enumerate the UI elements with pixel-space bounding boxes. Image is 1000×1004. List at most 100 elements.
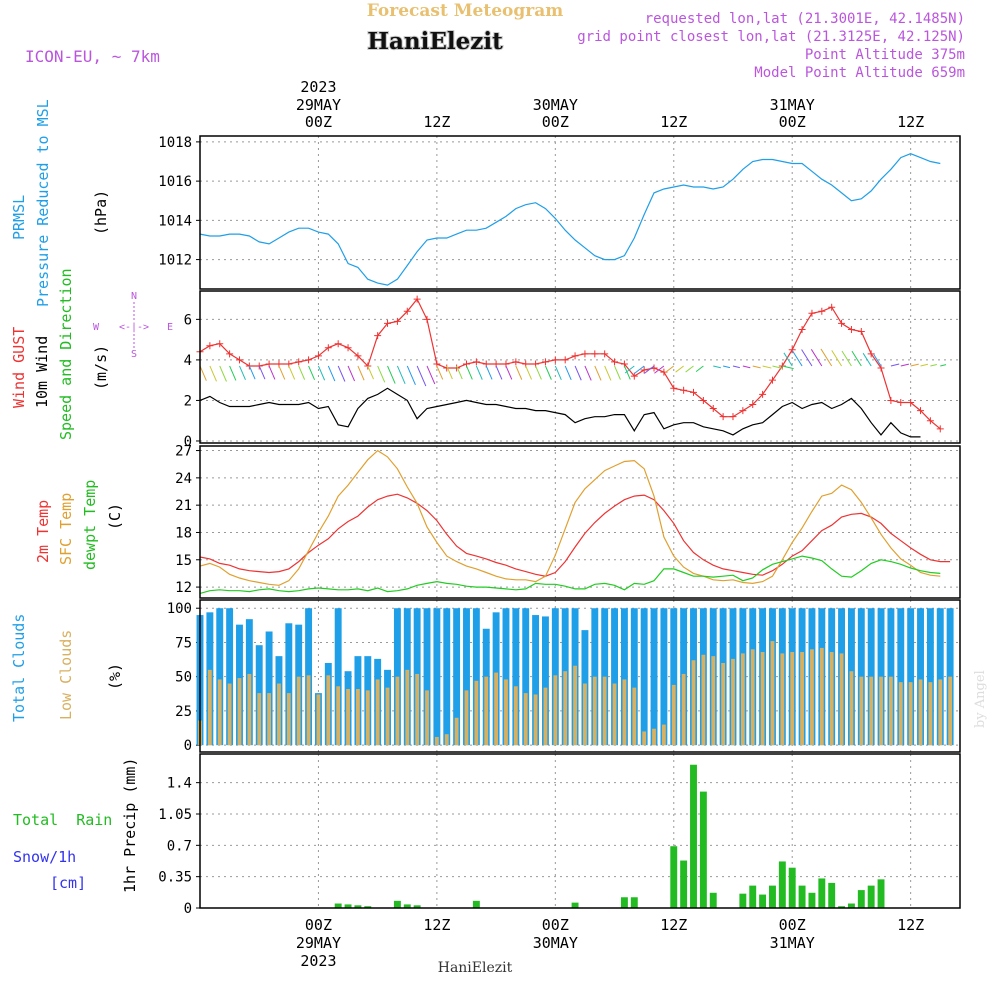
wind-direction-arrow (654, 365, 665, 374)
bar-total-rain (403, 904, 411, 908)
bar-low-clouds (434, 736, 439, 746)
wind-direction-arrow (308, 365, 316, 381)
gust-marker (235, 356, 243, 364)
gust-marker (759, 390, 767, 398)
series-line-10m-wind (199, 387, 921, 438)
wind-direction-arrow (675, 365, 684, 373)
wind-direction-arrow (820, 348, 833, 367)
bar-total-rain (808, 892, 816, 908)
bar-total-rain (334, 903, 342, 908)
bar-total-rain (413, 905, 421, 908)
requested-coords: requested lon,lat (21.3001E, 42.1485N) (645, 11, 965, 27)
gust-marker (847, 326, 855, 334)
precip-labels: Total Rain Snow/1h [cm] 1hr Precip (mm) (13, 758, 139, 893)
gust-marker (917, 407, 925, 415)
gust-marker (630, 372, 638, 380)
bar-total-clouds (265, 631, 273, 746)
bar-total-rain (571, 902, 579, 908)
bar-low-clouds (395, 676, 400, 746)
bar-low-clouds (770, 641, 775, 746)
panel-5: 0 0.35 0.7 1.05 1.4 (158, 753, 961, 917)
gust-marker (699, 396, 707, 404)
bar-total-clouds (285, 623, 293, 746)
bar-total-clouds (502, 608, 510, 746)
bar-low-clouds (938, 679, 943, 746)
wind-direction-arrow (258, 365, 266, 380)
bar-low-clouds (602, 676, 607, 746)
compass-n: N (131, 291, 137, 302)
wind-direction-arrow (792, 350, 803, 367)
gust-marker (808, 309, 816, 317)
snow-label: Snow/1h (13, 848, 76, 866)
wind-direction-arrow (456, 365, 463, 380)
bar-total-clouds (512, 608, 520, 746)
wind-direction-arrow (723, 365, 731, 369)
wind-direction-arrow (219, 365, 227, 382)
bar-total-clouds (443, 608, 451, 746)
wind-direction-arrow (930, 363, 938, 367)
bar-low-clouds (523, 693, 528, 746)
wind-direction-arrow (377, 365, 386, 383)
wind-direction-arrow (298, 365, 306, 380)
wind-direction-arrow (851, 350, 862, 367)
wind-direction-arrow (367, 365, 374, 380)
wind-direction-arrow (327, 365, 336, 382)
bar-total-clouds (897, 608, 905, 746)
bar-total-rain (620, 897, 628, 908)
gust-marker (798, 326, 806, 334)
bar-low-clouds (810, 649, 814, 746)
pressure-label-full: Pressure Reduced to MSL (34, 99, 52, 307)
top-time-label: 00Z (305, 113, 332, 131)
wind-direction-arrow (920, 363, 929, 367)
bar-low-clouds (652, 728, 656, 746)
bar-total-rain (867, 885, 875, 908)
bar-low-clouds (642, 731, 647, 746)
bar-total-clouds (926, 608, 934, 746)
bar-low-clouds (563, 671, 568, 746)
wind-direction-arrow (475, 365, 483, 380)
gust-marker (305, 356, 313, 364)
y-tick-label: 0.7 (167, 838, 192, 854)
gust-marker (788, 346, 796, 354)
gust-marker (591, 350, 599, 358)
compass-s: S (131, 349, 137, 360)
bar-low-clouds (661, 724, 666, 746)
bar-low-clouds (681, 673, 686, 746)
gust-marker (443, 364, 451, 372)
bar-low-clouds (859, 676, 864, 746)
bar-low-clouds (543, 687, 548, 746)
bottom-time-label: 00Z (542, 916, 569, 934)
bar-total-rain (749, 885, 757, 908)
y-tick-label: 1016 (158, 174, 192, 190)
bar-low-clouds (731, 658, 735, 746)
y-tick-label: 50 (175, 670, 192, 686)
y-tick-label: 0.35 (158, 870, 192, 886)
grid-point-coords: grid point closest lon,lat (21.3125E, 42… (577, 29, 965, 45)
bar-low-clouds (819, 647, 824, 746)
pressure-label-prmsl: PRMSL (10, 195, 28, 240)
bottom-year-label: 2023 (300, 952, 336, 970)
bar-total-rain (344, 904, 352, 908)
wind-direction-arrow (685, 365, 694, 373)
bar-low-clouds (740, 653, 745, 746)
bar-total-rain (818, 878, 826, 908)
bar-total-clouds (650, 608, 658, 746)
gust-marker (611, 358, 619, 366)
bar-low-clouds (415, 673, 420, 746)
bar-low-clouds (691, 660, 696, 746)
bar-low-clouds (336, 686, 341, 746)
bar-low-clouds (504, 679, 508, 746)
wind-direction-arrow (584, 365, 592, 381)
bar-low-clouds (286, 693, 291, 746)
top-time-label: 12Z (897, 113, 924, 131)
bar-low-clouds (257, 693, 262, 746)
series-line-sfc-temp (199, 449, 941, 586)
bar-total-rain (393, 900, 401, 908)
snow-unit: [cm] (50, 874, 86, 892)
wind-direction-arrow (873, 354, 882, 367)
panel-frame (199, 135, 961, 290)
bar-total-clouds (660, 608, 668, 746)
compass-w: W (93, 322, 100, 333)
wind-direction-arrow (594, 365, 602, 381)
bar-total-rain (472, 900, 480, 908)
